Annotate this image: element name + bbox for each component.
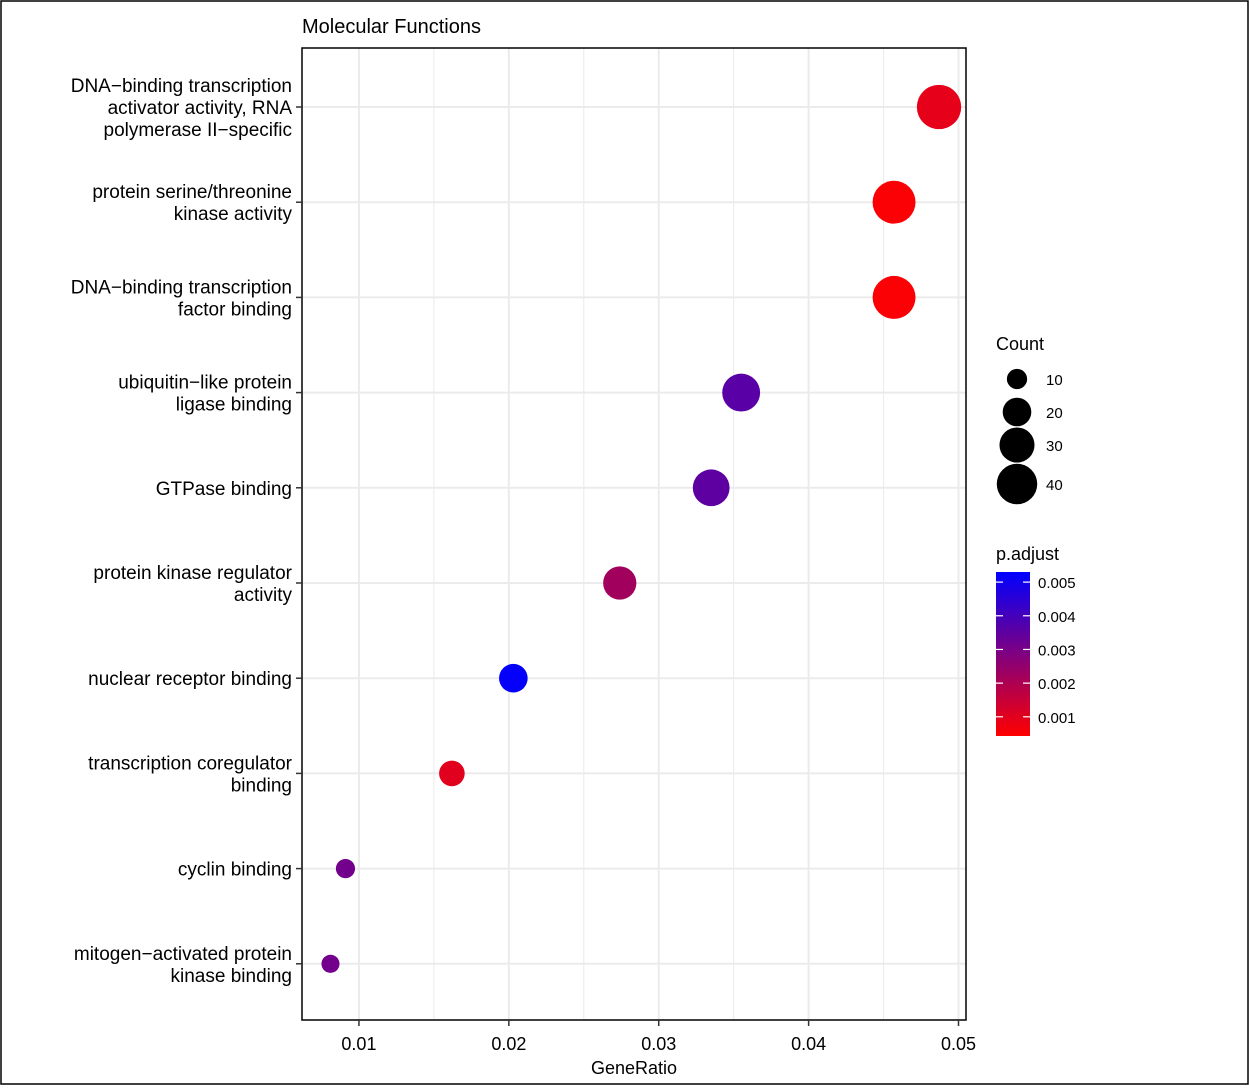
y-tick-label: DNA−binding transcription [71,76,292,97]
x-tick-label: 0.05 [941,1034,976,1054]
y-tick-label: nuclear receptor binding [88,669,292,690]
count-legend-label: 30 [1046,438,1063,455]
data-point [916,84,962,130]
x-axis: 0.01 0.02 0.03 0.04 0.05 [341,1020,976,1054]
count-legend-label: 40 [1046,477,1063,494]
x-tick-label: 0.03 [641,1034,676,1054]
colorbar-label: 0.002 [1038,676,1076,693]
colorbar-label: 0.003 [1038,642,1076,659]
y-tick-label: kinase activity [174,204,293,225]
y-tick-label: kinase binding [171,966,292,987]
count-size-legend: 10 20 30 40 [996,368,1063,505]
grid-lines [302,48,966,1020]
y-tick-label: ligase binding [176,395,292,416]
y-tick-label: cyclin binding [178,860,292,881]
y-tick-label: polymerase II−specific [104,120,293,141]
data-point [692,469,730,507]
data-points [321,84,962,973]
x-tick-label: 0.01 [341,1034,376,1054]
colorbar-label: 0.005 [1038,575,1076,592]
data-point [335,859,356,879]
x-tick-label: 0.02 [491,1034,526,1054]
colorbar-label: 0.004 [1038,609,1076,626]
y-tick-label: GTPase binding [156,479,292,500]
legend-padjust-title: p.adjust [996,544,1059,564]
data-point [321,954,340,973]
y-tick-label: DNA−binding transcription [71,277,292,298]
x-tick-label: 0.04 [791,1034,826,1054]
y-tick-label: mitogen−activated protein [74,944,292,965]
data-point [722,373,761,412]
y-tick-label: binding [231,775,292,796]
padjust-colorbar [996,572,1030,736]
data-point [439,760,465,787]
count-legend-key [1002,397,1032,427]
legend-count-title: Count [996,334,1044,354]
y-tick-label: ubiquitin−like protein [118,373,292,394]
y-tick-label: activity [234,585,293,606]
colorbar-label: 0.001 [1038,710,1076,727]
count-legend-key [996,463,1038,505]
y-tick-label: activator activity, RNA [108,98,293,119]
data-point [872,180,916,224]
count-legend-label: 20 [1046,405,1063,422]
chart-title: Molecular Functions [302,16,481,38]
x-axis-label: GeneRatio [591,1058,677,1078]
data-point [603,566,637,600]
plot-panel [301,47,967,1021]
data-point [499,663,528,693]
padjust-color-legend: 0.005 0.004 0.003 0.002 0.001 [996,575,1076,727]
count-legend-label: 10 [1046,372,1063,389]
count-legend-key [1006,368,1028,390]
data-point [872,275,916,319]
count-legend-key [999,427,1035,463]
y-tick-label: factor binding [178,299,292,320]
y-tick-label: transcription coregulator [88,753,292,774]
y-tick-label: protein kinase regulator [93,563,292,584]
y-tick-label: protein serine/threonine [92,182,292,203]
